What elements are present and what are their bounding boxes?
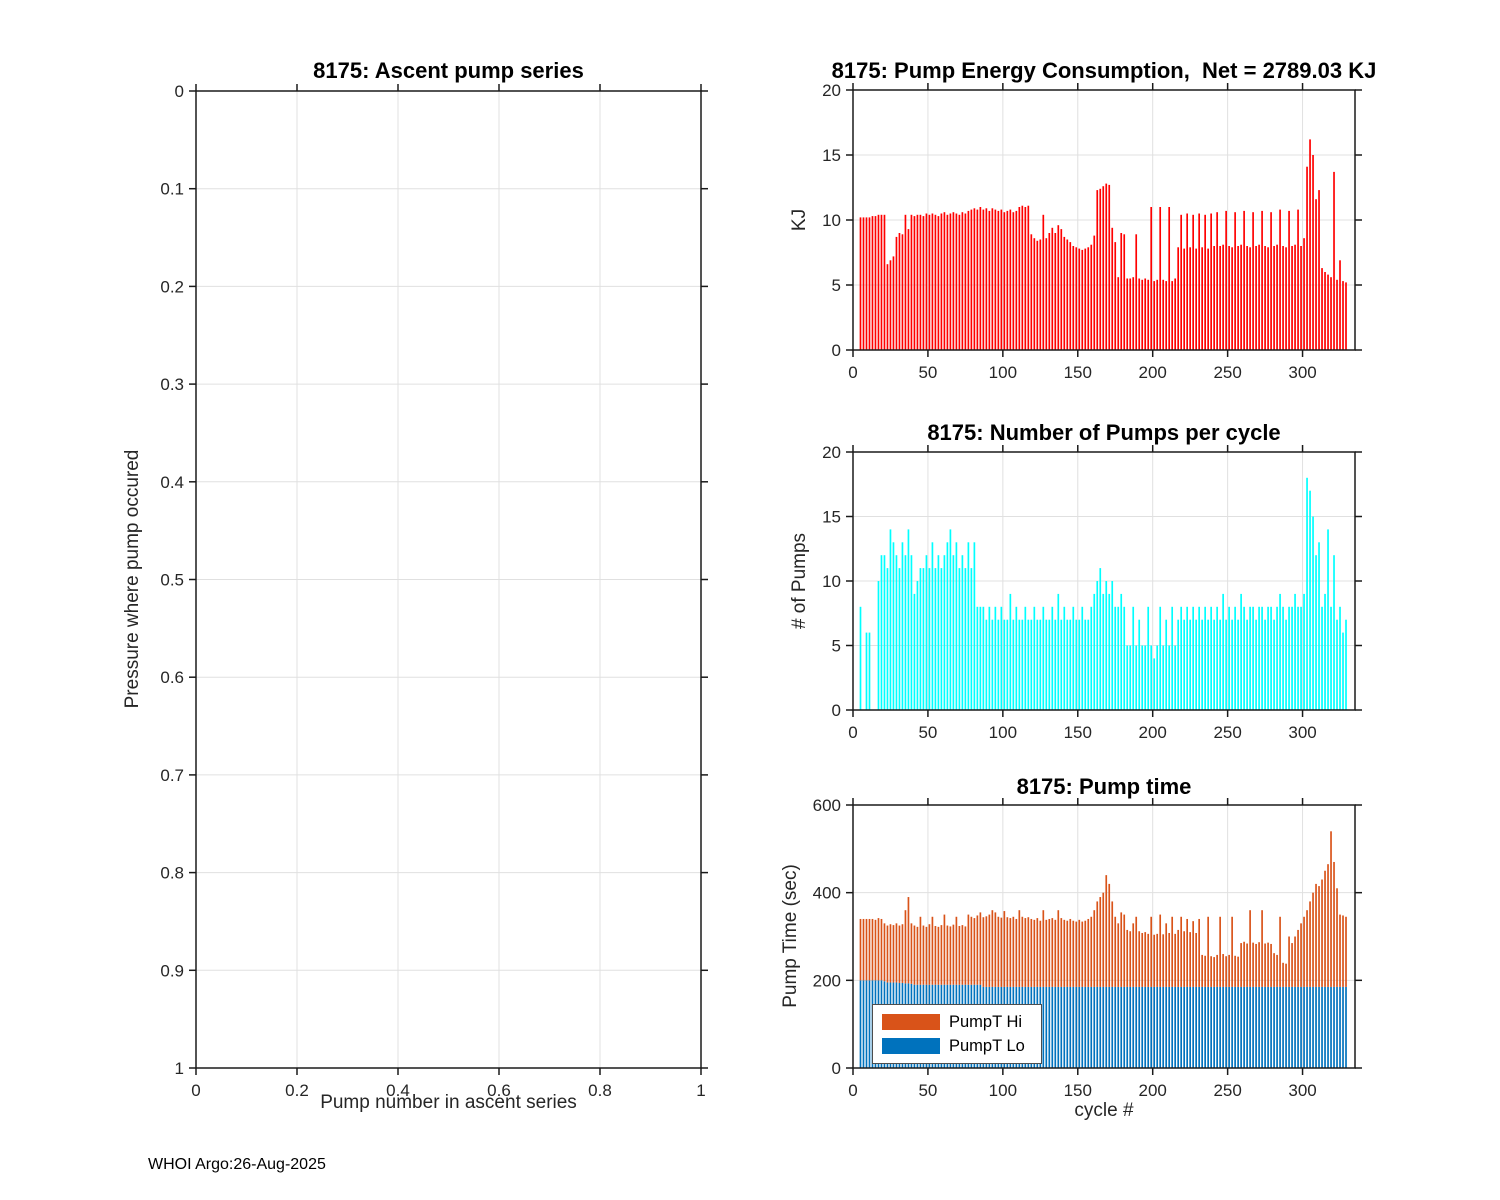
svg-text:100: 100: [989, 363, 1017, 382]
svg-text:15: 15: [822, 146, 841, 165]
svg-text:0: 0: [848, 723, 857, 742]
svg-text:300: 300: [1288, 723, 1316, 742]
energy-y-axis-label: KJ: [789, 208, 810, 232]
svg-text:50: 50: [918, 1081, 937, 1100]
svg-text:0.9: 0.9: [160, 961, 184, 980]
pumps-y-axis-label: # of Pumps: [789, 532, 810, 630]
svg-text:20: 20: [822, 81, 841, 100]
svg-text:250: 250: [1213, 723, 1241, 742]
watermark-text: WHOI Argo:26-Aug-2025: [148, 1156, 326, 1173]
svg-text:50: 50: [918, 723, 937, 742]
svg-text:0.4: 0.4: [386, 1081, 410, 1100]
ascent-chart-title: 8175: Ascent pump series: [313, 58, 584, 83]
svg-text:0: 0: [832, 341, 841, 360]
svg-text:0: 0: [848, 1081, 857, 1100]
svg-text:0.4: 0.4: [160, 473, 184, 492]
svg-text:0.1: 0.1: [160, 180, 184, 199]
ascent-x-axis-label: Pump number in ascent series: [320, 1092, 577, 1113]
pump-time-x-axis-label: cycle #: [1074, 1100, 1134, 1121]
svg-text:15: 15: [822, 508, 841, 527]
svg-text:50: 50: [918, 363, 937, 382]
svg-text:0.6: 0.6: [160, 668, 184, 687]
svg-text:10: 10: [822, 211, 841, 230]
energy-chart-title: 8175: Pump Energy Consumption, Net = 278…: [831, 58, 1377, 83]
svg-text:200: 200: [1139, 1081, 1167, 1100]
pumps-chart-title: 8175: Number of Pumps per cycle: [927, 420, 1281, 445]
svg-text:200: 200: [813, 971, 841, 990]
svg-text:0.6: 0.6: [487, 1081, 511, 1100]
svg-text:300: 300: [1288, 363, 1316, 382]
svg-text:150: 150: [1064, 363, 1092, 382]
svg-text:0: 0: [832, 701, 841, 720]
legend-row-lo: PumpT Lo: [882, 1034, 1032, 1058]
svg-text:10: 10: [822, 572, 841, 591]
svg-text:20: 20: [822, 443, 841, 462]
svg-text:100: 100: [989, 723, 1017, 742]
svg-text:150: 150: [1064, 723, 1092, 742]
svg-text:0.3: 0.3: [160, 375, 184, 394]
svg-text:0: 0: [848, 363, 857, 382]
svg-text:600: 600: [813, 796, 841, 815]
svg-text:200: 200: [1139, 723, 1167, 742]
svg-text:400: 400: [813, 884, 841, 903]
svg-text:5: 5: [832, 276, 841, 295]
svg-text:300: 300: [1288, 1081, 1316, 1100]
legend-swatch-hi: [882, 1014, 940, 1030]
svg-text:100: 100: [989, 1081, 1017, 1100]
legend-label-lo: PumpT Lo: [949, 1036, 1025, 1055]
svg-text:0.2: 0.2: [160, 277, 184, 296]
svg-text:250: 250: [1213, 363, 1241, 382]
svg-text:0: 0: [175, 82, 184, 101]
pump-time-chart-title: 8175: Pump time: [1016, 774, 1192, 799]
svg-text:200: 200: [1139, 363, 1167, 382]
svg-text:0.8: 0.8: [160, 864, 184, 883]
pump-time-legend: PumpT Hi PumpT Lo: [872, 1004, 1042, 1064]
legend-label-hi: PumpT Hi: [949, 1012, 1023, 1031]
pump-time-y-axis-label: Pump Time (sec): [780, 864, 801, 1008]
svg-text:0: 0: [832, 1059, 841, 1078]
ascent-y-axis-label: Pressure where pump occured: [122, 449, 143, 709]
svg-text:250: 250: [1213, 1081, 1241, 1100]
svg-text:0.5: 0.5: [160, 571, 184, 590]
svg-text:0.8: 0.8: [588, 1081, 612, 1100]
svg-text:0.7: 0.7: [160, 766, 184, 785]
svg-text:1: 1: [696, 1081, 705, 1100]
svg-text:1: 1: [175, 1059, 184, 1078]
svg-text:150: 150: [1064, 1081, 1092, 1100]
legend-swatch-lo: [882, 1038, 940, 1054]
svg-text:5: 5: [832, 637, 841, 656]
svg-text:0.2: 0.2: [285, 1081, 309, 1100]
svg-text:0: 0: [191, 1081, 200, 1100]
legend-row-hi: PumpT Hi: [882, 1010, 1032, 1034]
